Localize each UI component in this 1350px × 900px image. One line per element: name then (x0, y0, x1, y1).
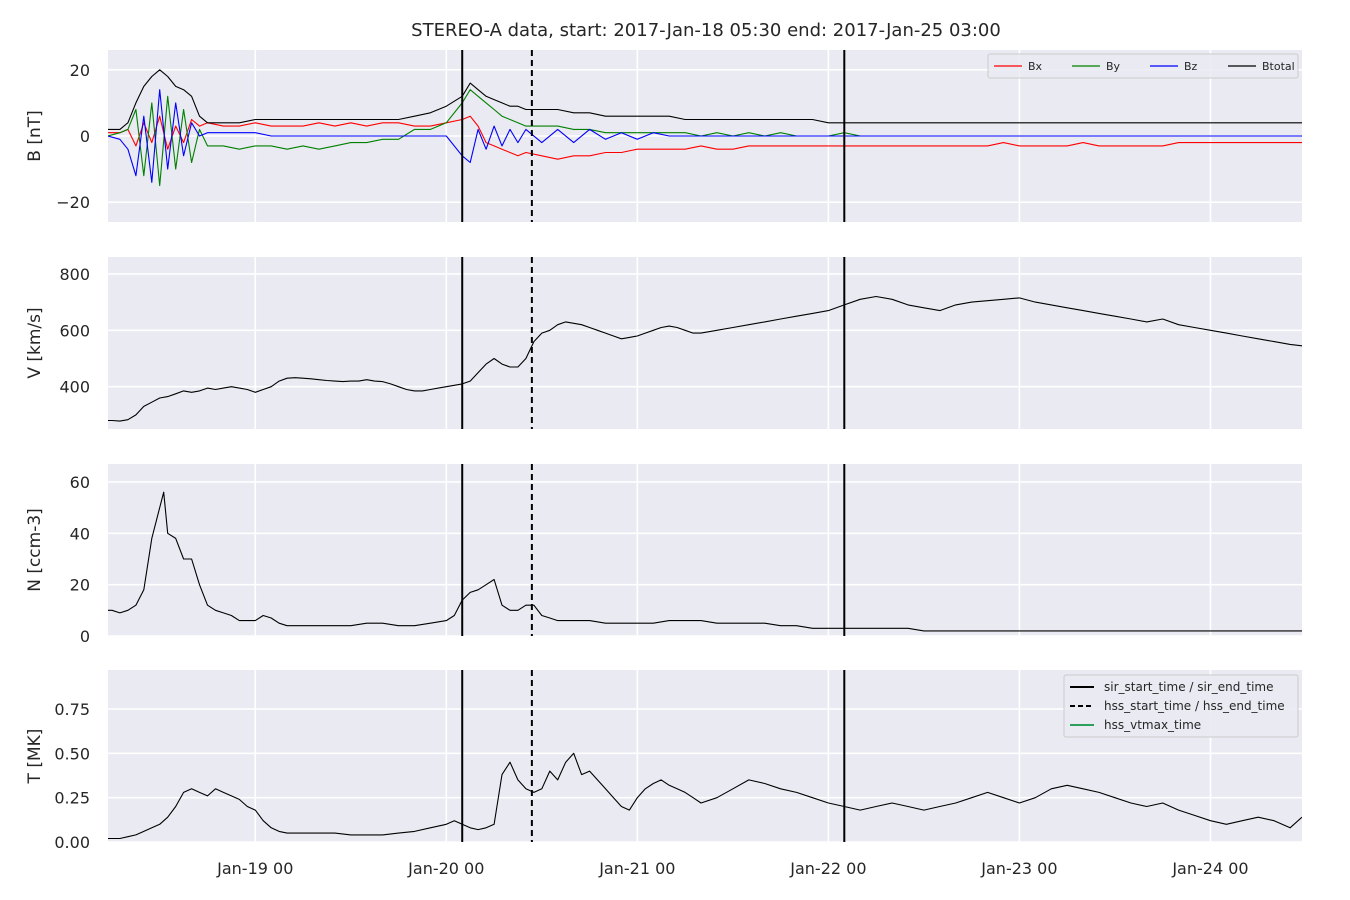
panel-V: 400 600 800 V [km/s] (25, 257, 1302, 429)
chart-title: STEREO-A data, start: 2017-Jan-18 05:30 … (411, 20, 1001, 41)
panels: −20 0 20 B [nT] 400 600 800 V [km/s] 0 20 40 60 N [c… (25, 50, 1302, 852)
legend-label-event-0: sir_start_time / sir_end_time (1104, 680, 1274, 694)
legend-label-event-2: hss_vtmax_time (1104, 718, 1201, 732)
x-tick-label: Jan-24 00 (1171, 859, 1248, 878)
y-tick-label-V: 800 (59, 265, 90, 284)
series-line-V-series0 (108, 295, 1302, 422)
y-tick-label-N: 40 (70, 524, 90, 543)
legend-event-times: sir_start_time / sir_end_time hss_start_t… (1063, 674, 1299, 738)
series-line-T-series0 (108, 752, 1302, 840)
x-tick-label: Jan-23 00 (980, 859, 1057, 878)
x-tick-label: Jan-22 00 (789, 859, 866, 878)
panel-background-N (108, 464, 1302, 636)
y-tick-label-V: 400 (59, 378, 90, 397)
legend-box (987, 53, 1299, 79)
series-line-B-Bx (108, 115, 1302, 160)
y-tick-label-V: 600 (59, 321, 90, 340)
legend-label-Btotal: Btotal (1262, 60, 1295, 73)
y-tick-label-N: 0 (80, 627, 90, 646)
legend-label-event-1: hss_start_time / hss_end_time (1104, 699, 1285, 713)
legend-magnetic-field: Bx By Bz Btotal (987, 53, 1299, 79)
series-line-N-series0 (108, 491, 1302, 632)
legend-label-By: By (1106, 60, 1121, 73)
y-tick-label-T: 0.25 (54, 789, 90, 808)
x-tick-label: Jan-21 00 (598, 859, 675, 878)
y-axis-label-B: B [nT] (25, 110, 45, 162)
legend-label-Bz: Bz (1184, 60, 1198, 73)
panel-N: 0 20 40 60 N [ccm-3] (25, 464, 1302, 646)
y-tick-label-N: 20 (70, 576, 90, 595)
legend-box (1063, 674, 1299, 738)
y-tick-label-N: 60 (70, 473, 90, 492)
x-tick-label: Jan-19 00 (216, 859, 293, 878)
series-line-B-Bz (108, 89, 1302, 183)
x-tick-label: Jan-20 00 (407, 859, 484, 878)
y-tick-label-T: 0.00 (54, 833, 90, 852)
series-line-B-Btotal (108, 69, 1302, 130)
y-axis-label-T: T [MK] (25, 729, 45, 785)
y-tick-label-B: 0 (80, 127, 90, 146)
y-tick-label-B: −20 (56, 193, 90, 212)
y-axis-label-V: V [km/s] (25, 307, 45, 378)
y-tick-label-T: 0.75 (54, 700, 90, 719)
panel-background-V (108, 257, 1302, 429)
y-axis-label-N: N [ccm-3] (25, 508, 45, 592)
y-tick-label-B: 20 (70, 61, 90, 80)
legend-label-Bx: Bx (1028, 60, 1043, 73)
y-tick-label-T: 0.50 (54, 744, 90, 763)
x-axis-ticks: Jan-19 00 Jan-20 00 Jan-21 00 Jan-22 00 Jan-… (216, 859, 1248, 878)
